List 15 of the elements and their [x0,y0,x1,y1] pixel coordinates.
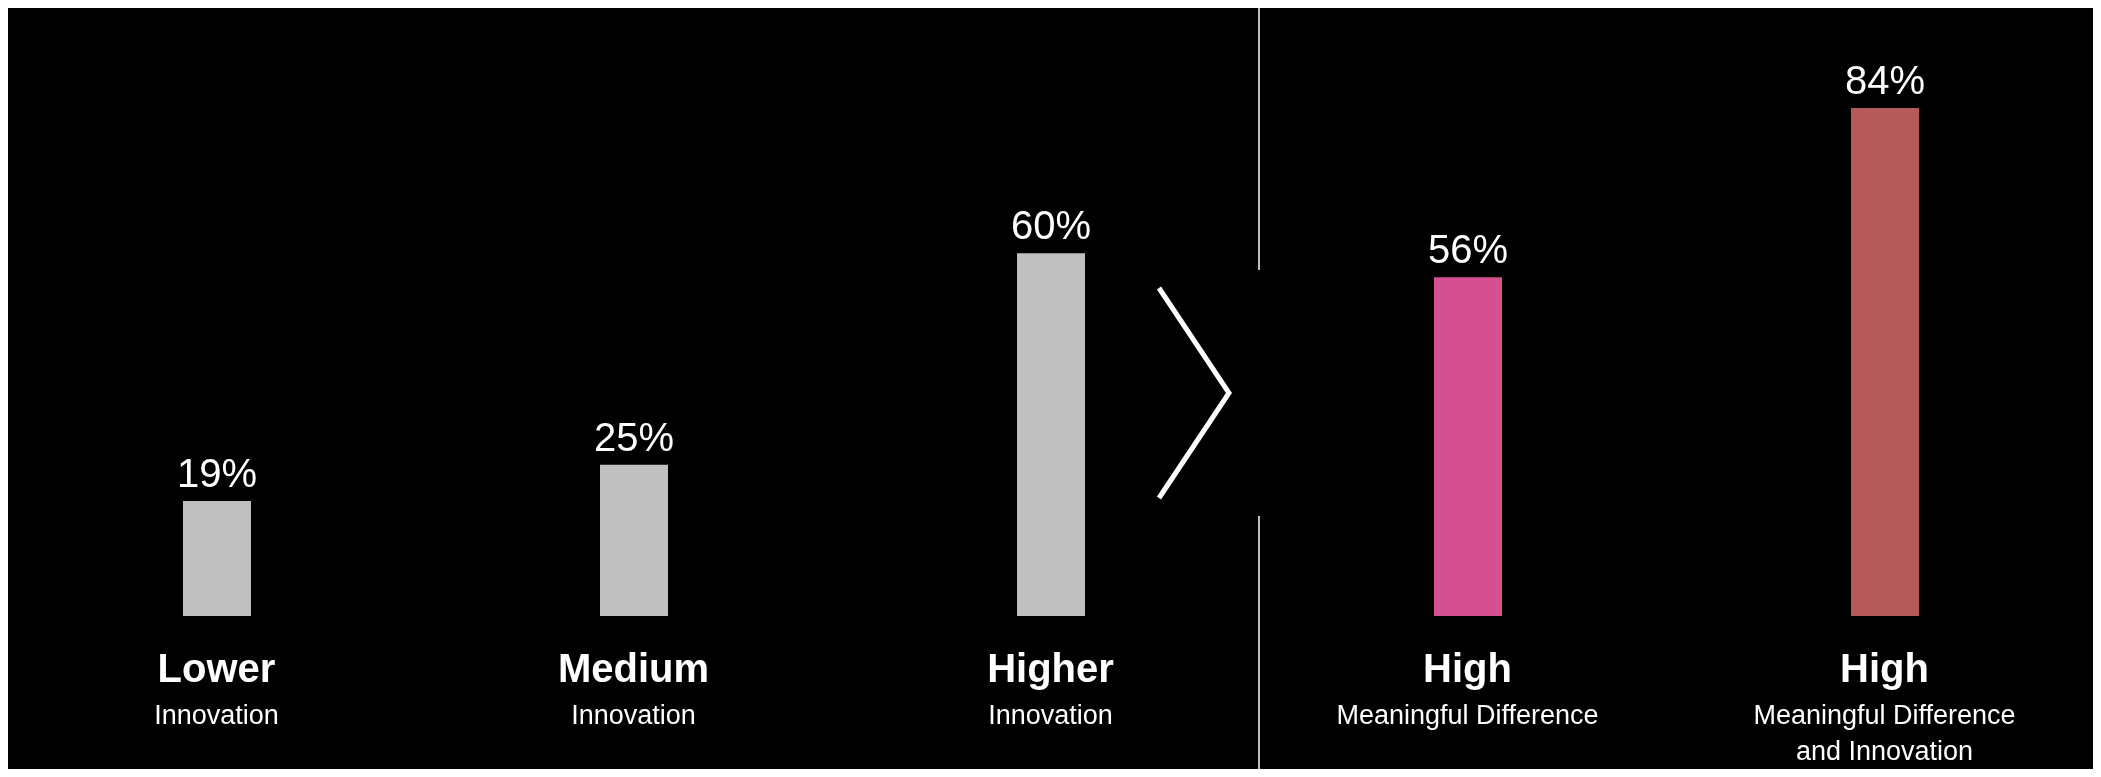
data-label: 56% [1427,227,1509,272]
bar [183,501,251,616]
x-tick-label: Lower Innovation [154,646,279,730]
x-tick-label: High Meaningful Difference [1336,646,1599,730]
data-label: 60% [1010,203,1092,248]
data-label: 19% [176,451,258,496]
bar [600,464,668,616]
data-label: 84% [1844,58,1926,102]
data-label: 25% [593,414,675,459]
bar [1434,277,1502,616]
x-tick-label: Higher Innovation [987,646,1114,730]
bar [1017,253,1085,616]
x-tick-label: Medium Innovation [557,646,710,730]
x-tick-label: High Meaningful Difference and Innovation [1753,646,2016,766]
bar [1851,108,1919,616]
